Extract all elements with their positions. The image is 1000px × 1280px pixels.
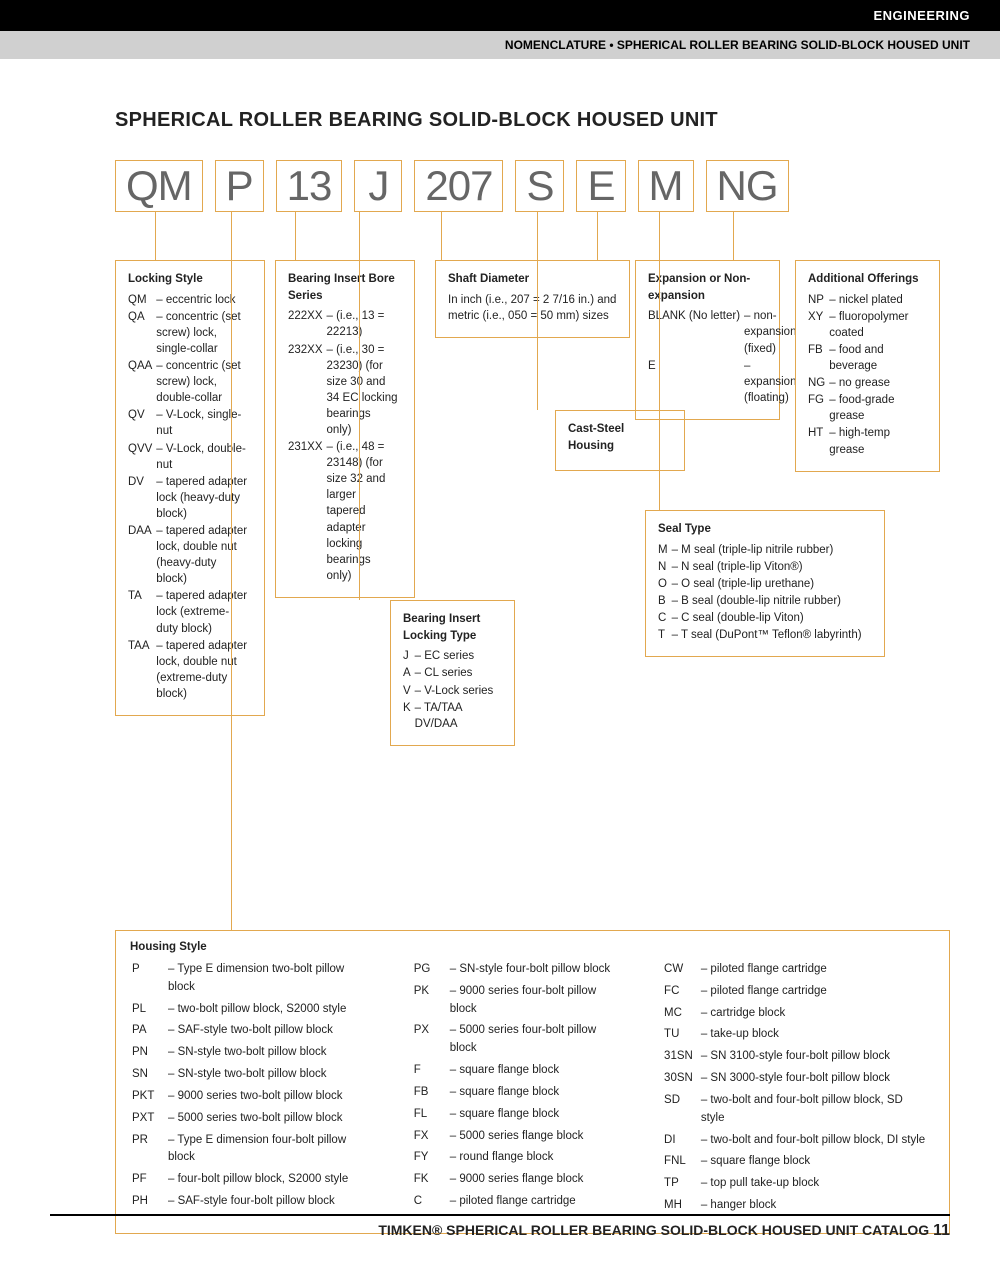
connector-line [155, 212, 156, 260]
seal-title: Seal Type [658, 521, 872, 538]
seal-box: Seal TypeM– M seal (triple-lip nitrile r… [645, 510, 885, 657]
additional-title: Additional Offerings [808, 271, 927, 288]
definition-boxes: Locking StyleQM– eccentric lockQA– conce… [115, 230, 950, 930]
shaft-title: Shaft Diameter [448, 271, 617, 288]
locking_style-box: Locking StyleQM– eccentric lockQA– conce… [115, 260, 265, 716]
connector-line [295, 212, 296, 260]
connector-line [359, 212, 360, 600]
code-segment-8: NG [706, 160, 789, 212]
page-number: 11 [933, 1222, 950, 1239]
locking_type-title: Bearing Insert Locking Type [403, 611, 502, 644]
code-segment-3: J [354, 160, 402, 212]
connector-line [537, 212, 538, 410]
connector-line [659, 212, 660, 510]
code-segment-4: 207 [414, 160, 503, 212]
footer-text: TIMKEN® SPHERICAL ROLLER BEARING SOLID-B… [378, 1222, 929, 1238]
housing-col3: CW– piloted flange cartridgeFC– piloted … [662, 959, 935, 1219]
additional-box: Additional OfferingsNP– nickel platedXY–… [795, 260, 940, 472]
code-segment-1: P [215, 160, 264, 212]
bore_series-title: Bearing Insert Bore Series [288, 271, 402, 304]
code-segment-7: M [638, 160, 694, 212]
cast-title: Cast-Steel Housing [568, 421, 672, 454]
expansion-title: Expansion or Non-expansion [648, 271, 767, 304]
page-title: SPHERICAL ROLLER BEARING SOLID-BLOCK HOU… [115, 109, 950, 132]
locking_style-title: Locking Style [128, 271, 252, 288]
header-gray: NOMENCLATURE • SPHERICAL ROLLER BEARING … [0, 31, 1000, 59]
bore_series-box: Bearing Insert Bore Series222XX– (i.e., … [275, 260, 415, 598]
page-footer: TIMKEN® SPHERICAL ROLLER BEARING SOLID-B… [50, 1214, 950, 1240]
housing-style-box: Housing Style P– Type E dimension two-bo… [115, 930, 950, 1234]
shaft-text: In inch (i.e., 207 = 2 7/16 in.) and met… [448, 292, 617, 325]
code-segment-0: QM [115, 160, 203, 212]
housing-col2: PG– SN-style four-bolt pillow blockPK– 9… [412, 959, 632, 1219]
connector-line [441, 212, 442, 260]
connector-line [231, 212, 232, 930]
nomenclature-code-row: QMP13J207SEMNG [115, 160, 950, 212]
connector-line [733, 212, 734, 260]
connector-line [597, 212, 598, 260]
locking_type-box: Bearing Insert Locking TypeJ– EC seriesA… [390, 600, 515, 746]
housing-title: Housing Style [130, 941, 935, 953]
code-segment-5: S [515, 160, 564, 212]
expansion-box: Expansion or Non-expansionBLANK (No lett… [635, 260, 780, 420]
code-segment-6: E [576, 160, 625, 212]
header-black: ENGINEERING [0, 0, 1000, 31]
code-segment-2: 13 [276, 160, 343, 212]
shaft-box: Shaft Diameter In inch (i.e., 207 = 2 7/1… [435, 260, 630, 338]
housing-col1: P– Type E dimension two-bolt pillow bloc… [130, 959, 382, 1219]
